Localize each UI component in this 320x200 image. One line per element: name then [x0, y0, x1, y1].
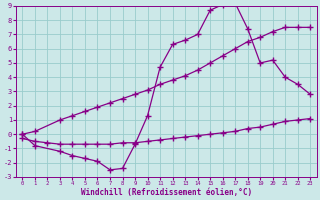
- X-axis label: Windchill (Refroidissement éolien,°C): Windchill (Refroidissement éolien,°C): [81, 188, 252, 197]
